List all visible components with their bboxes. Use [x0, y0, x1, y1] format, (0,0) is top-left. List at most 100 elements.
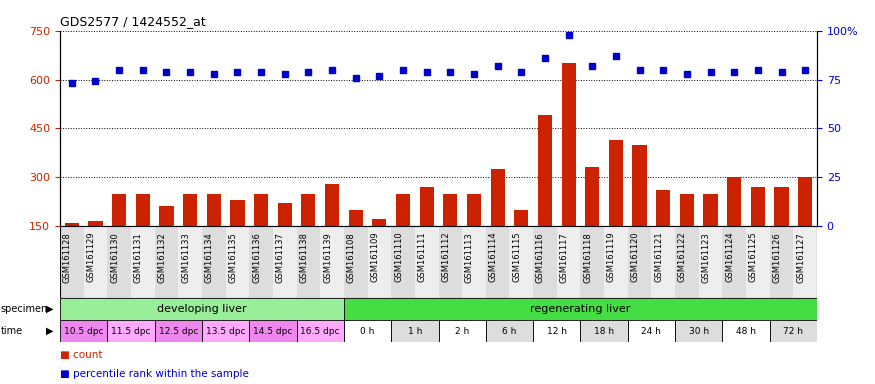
- Bar: [88, 221, 102, 226]
- Bar: [202, 320, 249, 342]
- Bar: [108, 320, 155, 342]
- Bar: [60, 298, 344, 320]
- Bar: [131, 226, 155, 298]
- Text: GSM161130: GSM161130: [110, 232, 119, 283]
- Bar: [585, 167, 599, 226]
- Text: ▶: ▶: [46, 326, 53, 336]
- Bar: [108, 226, 131, 298]
- Bar: [155, 320, 202, 342]
- Text: GSM161116: GSM161116: [536, 232, 545, 283]
- Bar: [60, 320, 108, 342]
- Bar: [727, 177, 741, 226]
- Bar: [438, 320, 486, 342]
- Text: GSM161117: GSM161117: [560, 232, 569, 283]
- Text: 48 h: 48 h: [736, 326, 756, 336]
- Bar: [396, 194, 410, 226]
- Text: 14.5 dpc: 14.5 dpc: [253, 326, 292, 336]
- Bar: [680, 194, 694, 226]
- Text: ▶: ▶: [46, 304, 53, 314]
- Bar: [656, 190, 670, 226]
- Bar: [609, 140, 623, 226]
- Text: 24 h: 24 h: [641, 326, 662, 336]
- Bar: [723, 226, 746, 298]
- Bar: [794, 226, 817, 298]
- Text: GSM161110: GSM161110: [394, 232, 403, 282]
- Text: GSM161126: GSM161126: [773, 232, 781, 283]
- Text: GSM161131: GSM161131: [134, 232, 143, 283]
- Text: GSM161111: GSM161111: [417, 232, 427, 282]
- Bar: [444, 194, 458, 226]
- Bar: [676, 320, 723, 342]
- Bar: [183, 194, 197, 226]
- Text: GSM161115: GSM161115: [512, 232, 522, 282]
- Bar: [462, 226, 486, 298]
- Bar: [254, 194, 268, 226]
- Text: 12 h: 12 h: [547, 326, 567, 336]
- Text: GSM161128: GSM161128: [63, 232, 72, 283]
- Bar: [514, 210, 528, 226]
- Text: 12.5 dpc: 12.5 dpc: [158, 326, 198, 336]
- Text: regenerating liver: regenerating liver: [530, 304, 631, 314]
- Text: GSM161132: GSM161132: [158, 232, 166, 283]
- Bar: [368, 226, 391, 298]
- Text: GSM161127: GSM161127: [796, 232, 805, 283]
- Text: GDS2577 / 1424552_at: GDS2577 / 1424552_at: [60, 15, 206, 28]
- Bar: [415, 226, 438, 298]
- Bar: [320, 226, 344, 298]
- Text: GSM161134: GSM161134: [205, 232, 213, 283]
- Bar: [486, 226, 509, 298]
- Text: 2 h: 2 h: [455, 326, 469, 336]
- Text: 11.5 dpc: 11.5 dpc: [111, 326, 150, 336]
- Text: 6 h: 6 h: [502, 326, 516, 336]
- Bar: [723, 320, 770, 342]
- Bar: [627, 320, 676, 342]
- Bar: [604, 226, 627, 298]
- Bar: [65, 223, 79, 226]
- Bar: [277, 203, 292, 226]
- Bar: [344, 298, 817, 320]
- Bar: [486, 320, 533, 342]
- Bar: [562, 63, 576, 226]
- Bar: [178, 226, 202, 298]
- Text: GSM161112: GSM161112: [441, 232, 451, 282]
- Bar: [202, 226, 226, 298]
- Text: GSM161135: GSM161135: [228, 232, 237, 283]
- Bar: [438, 226, 462, 298]
- Bar: [155, 226, 178, 298]
- Bar: [249, 226, 273, 298]
- Bar: [273, 226, 297, 298]
- Text: 0 h: 0 h: [360, 326, 374, 336]
- Bar: [798, 177, 812, 226]
- Bar: [348, 210, 363, 226]
- Bar: [60, 226, 84, 298]
- Bar: [226, 226, 249, 298]
- Bar: [136, 194, 150, 226]
- Text: 16.5 dpc: 16.5 dpc: [300, 326, 340, 336]
- Bar: [301, 194, 316, 226]
- Bar: [297, 226, 320, 298]
- Text: ■ percentile rank within the sample: ■ percentile rank within the sample: [60, 369, 248, 379]
- Bar: [249, 320, 297, 342]
- Bar: [391, 226, 415, 298]
- Text: 72 h: 72 h: [783, 326, 803, 336]
- Text: GSM161125: GSM161125: [749, 232, 758, 282]
- Text: specimen: specimen: [1, 304, 48, 314]
- Text: GSM161108: GSM161108: [346, 232, 356, 283]
- Bar: [84, 226, 108, 298]
- Text: GSM161113: GSM161113: [465, 232, 474, 283]
- Bar: [676, 226, 699, 298]
- Text: GSM161133: GSM161133: [181, 232, 190, 283]
- Bar: [344, 320, 391, 342]
- Bar: [159, 207, 173, 226]
- Text: 18 h: 18 h: [594, 326, 614, 336]
- Text: GSM161138: GSM161138: [299, 232, 308, 283]
- Text: 30 h: 30 h: [689, 326, 709, 336]
- Bar: [770, 320, 817, 342]
- Bar: [538, 115, 552, 226]
- Text: GSM161139: GSM161139: [323, 232, 332, 283]
- Text: 1 h: 1 h: [408, 326, 422, 336]
- Bar: [627, 226, 651, 298]
- Bar: [372, 220, 387, 226]
- Text: GSM161118: GSM161118: [584, 232, 592, 283]
- Text: GSM161122: GSM161122: [678, 232, 687, 282]
